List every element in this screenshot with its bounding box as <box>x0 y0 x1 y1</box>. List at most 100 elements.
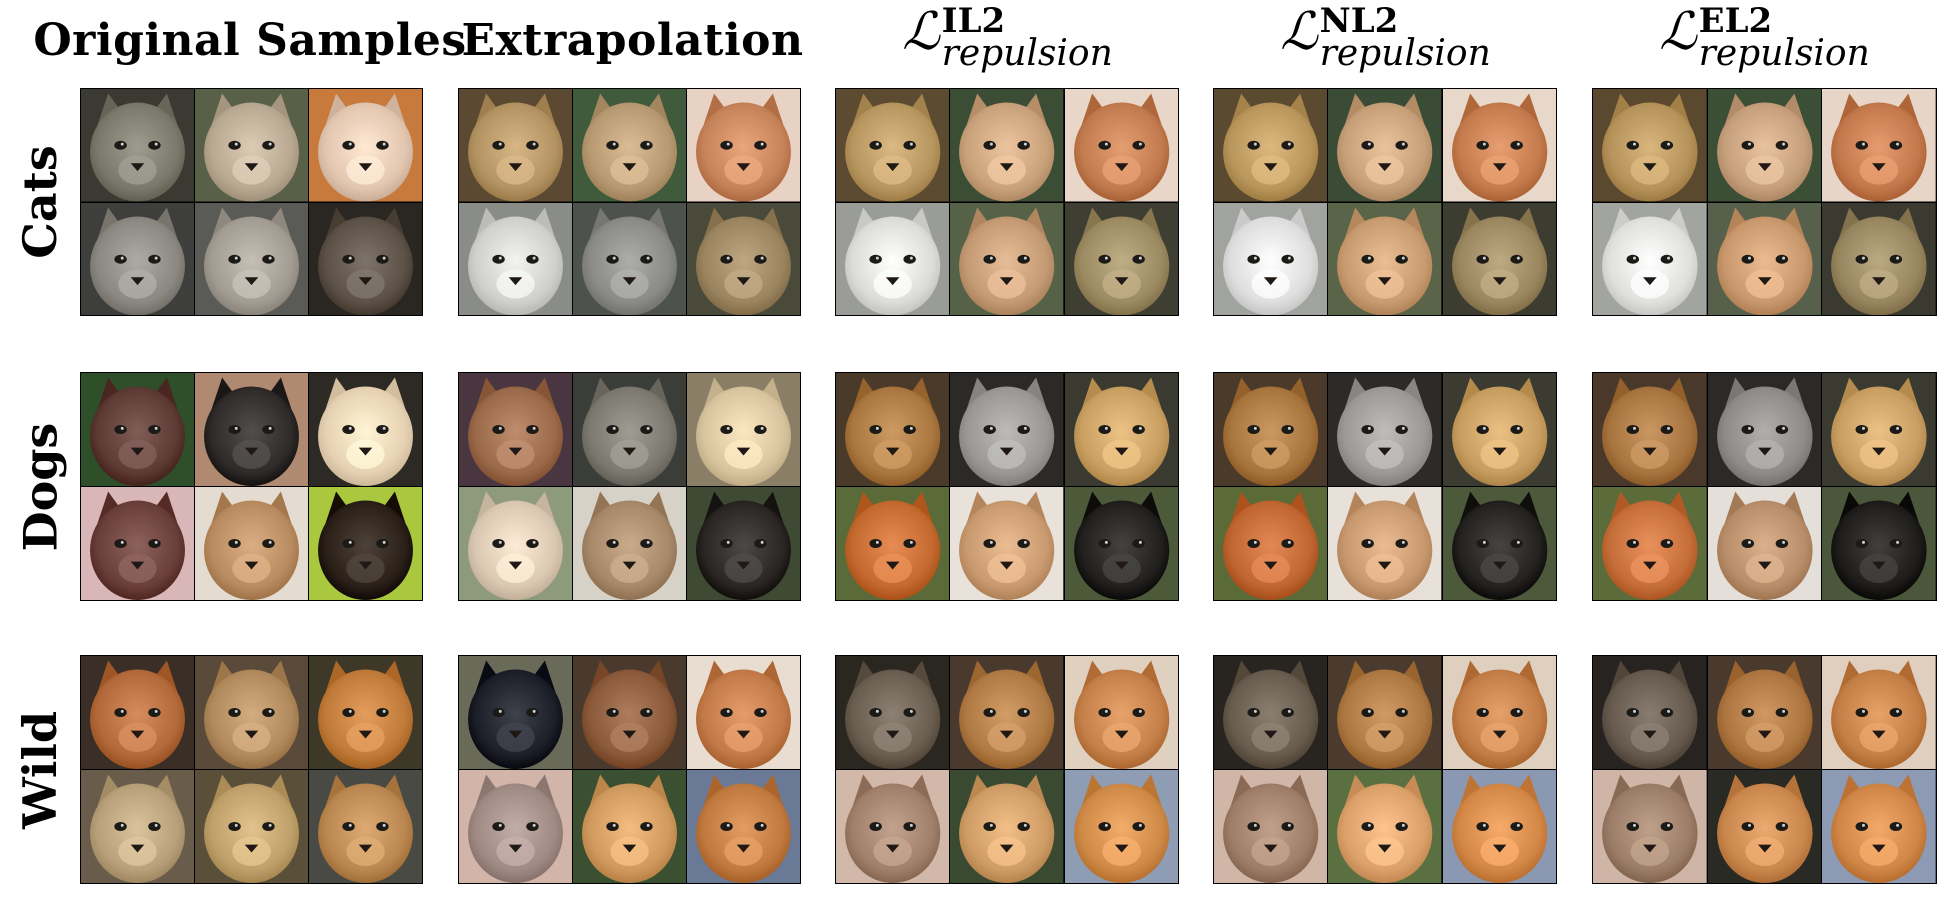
image-tile <box>1707 770 1822 883</box>
animal-face-image <box>1442 373 1556 486</box>
animal-face-image <box>1707 89 1822 202</box>
animal-face-image <box>1328 373 1442 486</box>
column-header-extrapolation: Extrapolation <box>460 0 805 80</box>
image-grid-cats-extrapolation <box>458 88 801 316</box>
animal-face-image <box>1593 89 1707 202</box>
animal-face-image <box>195 89 308 202</box>
image-grid-cats-original <box>80 88 423 316</box>
animal-face-image <box>1707 373 1822 486</box>
animal-face-image <box>459 656 572 769</box>
image-tile <box>1593 656 1707 769</box>
image-tile <box>573 89 686 202</box>
animal-face-image <box>309 770 422 883</box>
image-tile <box>1707 89 1822 202</box>
animal-face-image <box>950 202 1064 315</box>
row-label-dogs: Dogs <box>0 372 80 601</box>
image-tile <box>1328 656 1442 769</box>
image-tile <box>81 487 194 600</box>
image-tile <box>309 202 422 315</box>
animal-face-image <box>1442 770 1556 883</box>
image-tile <box>573 656 686 769</box>
image-tile <box>81 89 194 202</box>
animal-face-image <box>1593 373 1707 486</box>
animal-face-image <box>1064 656 1178 769</box>
image-tile <box>459 373 572 486</box>
animal-face-image <box>195 373 308 486</box>
animal-face-image <box>836 373 950 486</box>
column-header-nl2-superscript: NL2 <box>1319 1 1399 41</box>
image-grid-wild-el2 <box>1592 655 1937 884</box>
animal-face-image <box>1707 770 1822 883</box>
image-tile <box>1707 656 1822 769</box>
image-tile <box>1214 656 1328 769</box>
image-tile <box>459 770 572 883</box>
animal-face-image <box>1328 656 1442 769</box>
image-tile <box>573 373 686 486</box>
image-tile <box>1442 770 1556 883</box>
animal-face-image <box>459 487 572 600</box>
column-header-el2-superscript: EL2 <box>1698 1 1773 41</box>
image-grid-wild-nl2 <box>1213 655 1557 884</box>
animal-face-image <box>309 656 422 769</box>
image-tile <box>309 373 422 486</box>
animal-face-image <box>1214 487 1328 600</box>
row-label-cats-text: Cats <box>13 145 67 259</box>
animal-face-image <box>81 770 194 883</box>
row-label-wild-text: Wild <box>13 710 67 829</box>
image-grid-cats-il2 <box>835 88 1179 316</box>
animal-face-image <box>1214 770 1328 883</box>
animal-face-image <box>1593 656 1707 769</box>
animal-face-image <box>687 770 800 883</box>
row-label-cats: Cats <box>0 88 80 316</box>
image-tile <box>1064 770 1178 883</box>
image-tile <box>836 373 950 486</box>
animal-face-image <box>836 770 950 883</box>
image-tile <box>1593 373 1707 486</box>
image-grid-cats-el2 <box>1592 88 1937 316</box>
row-label-dogs-text: Dogs <box>13 422 68 551</box>
animal-face-image <box>950 373 1064 486</box>
column-header-il2-superscript: IL2 <box>941 1 1006 41</box>
image-tile <box>950 770 1064 883</box>
image-grid-wild-original <box>80 655 423 884</box>
image-tile <box>1707 487 1822 600</box>
image-tile <box>687 770 800 883</box>
animal-face-image <box>1707 487 1822 600</box>
math-symbol-L: ℒ <box>1280 2 1318 62</box>
animal-face-image <box>950 656 1064 769</box>
image-tile <box>1822 89 1936 202</box>
animal-face-image <box>573 487 686 600</box>
animal-face-image <box>1328 487 1442 600</box>
image-tile <box>309 89 422 202</box>
image-tile <box>836 487 950 600</box>
column-header-il2: ℒ IL2 repulsion <box>835 0 1180 82</box>
image-tile <box>1328 487 1442 600</box>
column-header-original: Original Samples <box>33 0 466 80</box>
image-grid-wild-extrapolation <box>458 655 801 884</box>
animal-face-image <box>309 487 422 600</box>
image-tile <box>1214 373 1328 486</box>
animal-face-image <box>1064 202 1178 315</box>
animal-face-image <box>1707 656 1822 769</box>
image-grid-dogs-original <box>80 372 423 601</box>
animal-face-image <box>459 89 572 202</box>
animal-face-image <box>1442 487 1556 600</box>
animal-face-image <box>1822 89 1936 202</box>
image-tile <box>81 770 194 883</box>
image-grid-dogs-el2 <box>1592 372 1937 601</box>
animal-face-image <box>1822 373 1936 486</box>
image-tile <box>1064 89 1178 202</box>
image-tile <box>1593 89 1707 202</box>
image-tile <box>1442 656 1556 769</box>
animal-face-image <box>1822 202 1936 315</box>
image-tile <box>1593 487 1707 600</box>
image-tile <box>1064 373 1178 486</box>
animal-face-image <box>309 202 422 315</box>
image-tile <box>950 89 1064 202</box>
animal-face-image <box>1822 770 1936 883</box>
image-tile <box>1214 770 1328 883</box>
image-tile <box>1442 487 1556 600</box>
image-tile <box>1822 202 1936 315</box>
animal-face-image <box>836 656 950 769</box>
image-grid-dogs-il2 <box>835 372 1179 601</box>
